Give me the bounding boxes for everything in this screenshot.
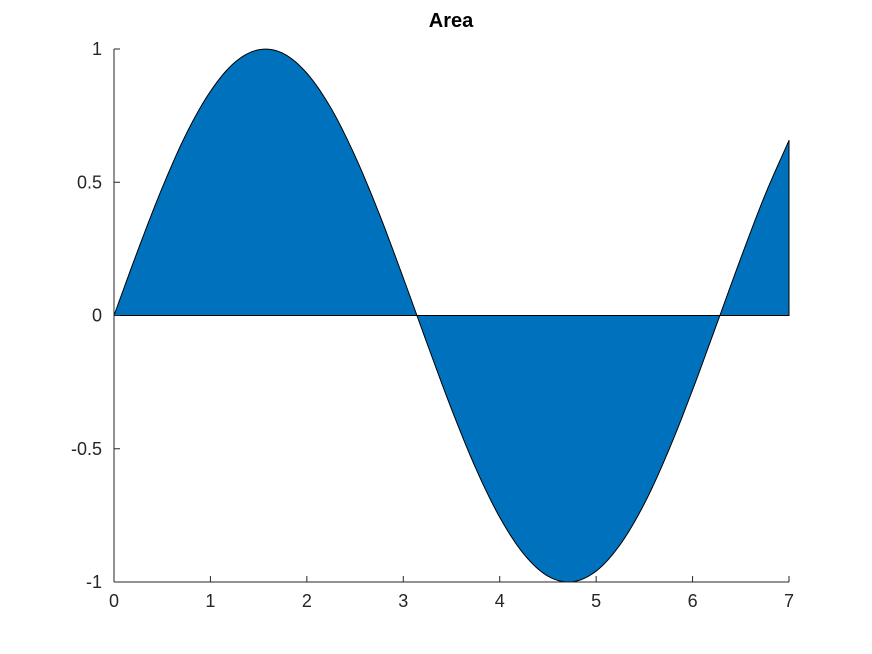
x-tick-label: 1 xyxy=(205,591,215,611)
chart-title: Area xyxy=(429,10,474,32)
x-tick-label: 3 xyxy=(398,591,408,611)
x-tick-label: 6 xyxy=(688,591,698,611)
plot-area xyxy=(113,48,790,583)
area-series-fill xyxy=(113,48,790,583)
x-tick-label: 2 xyxy=(302,591,312,611)
y-tick-label: 0 xyxy=(92,306,102,326)
y-tick-label: -1 xyxy=(86,572,102,592)
x-tick-label: 0 xyxy=(109,591,119,611)
y-tick-label: 1 xyxy=(92,39,102,59)
x-tick-label: 5 xyxy=(591,591,601,611)
x-tick-label: 4 xyxy=(495,591,505,611)
x-tick-label: 7 xyxy=(784,591,794,611)
y-tick-label: -0.5 xyxy=(71,439,102,459)
y-tick-label: 0.5 xyxy=(77,172,102,192)
axes: 0 1 2 3 4 5 6 7 -1 -0.5 0 0.5 1 xyxy=(71,39,794,611)
